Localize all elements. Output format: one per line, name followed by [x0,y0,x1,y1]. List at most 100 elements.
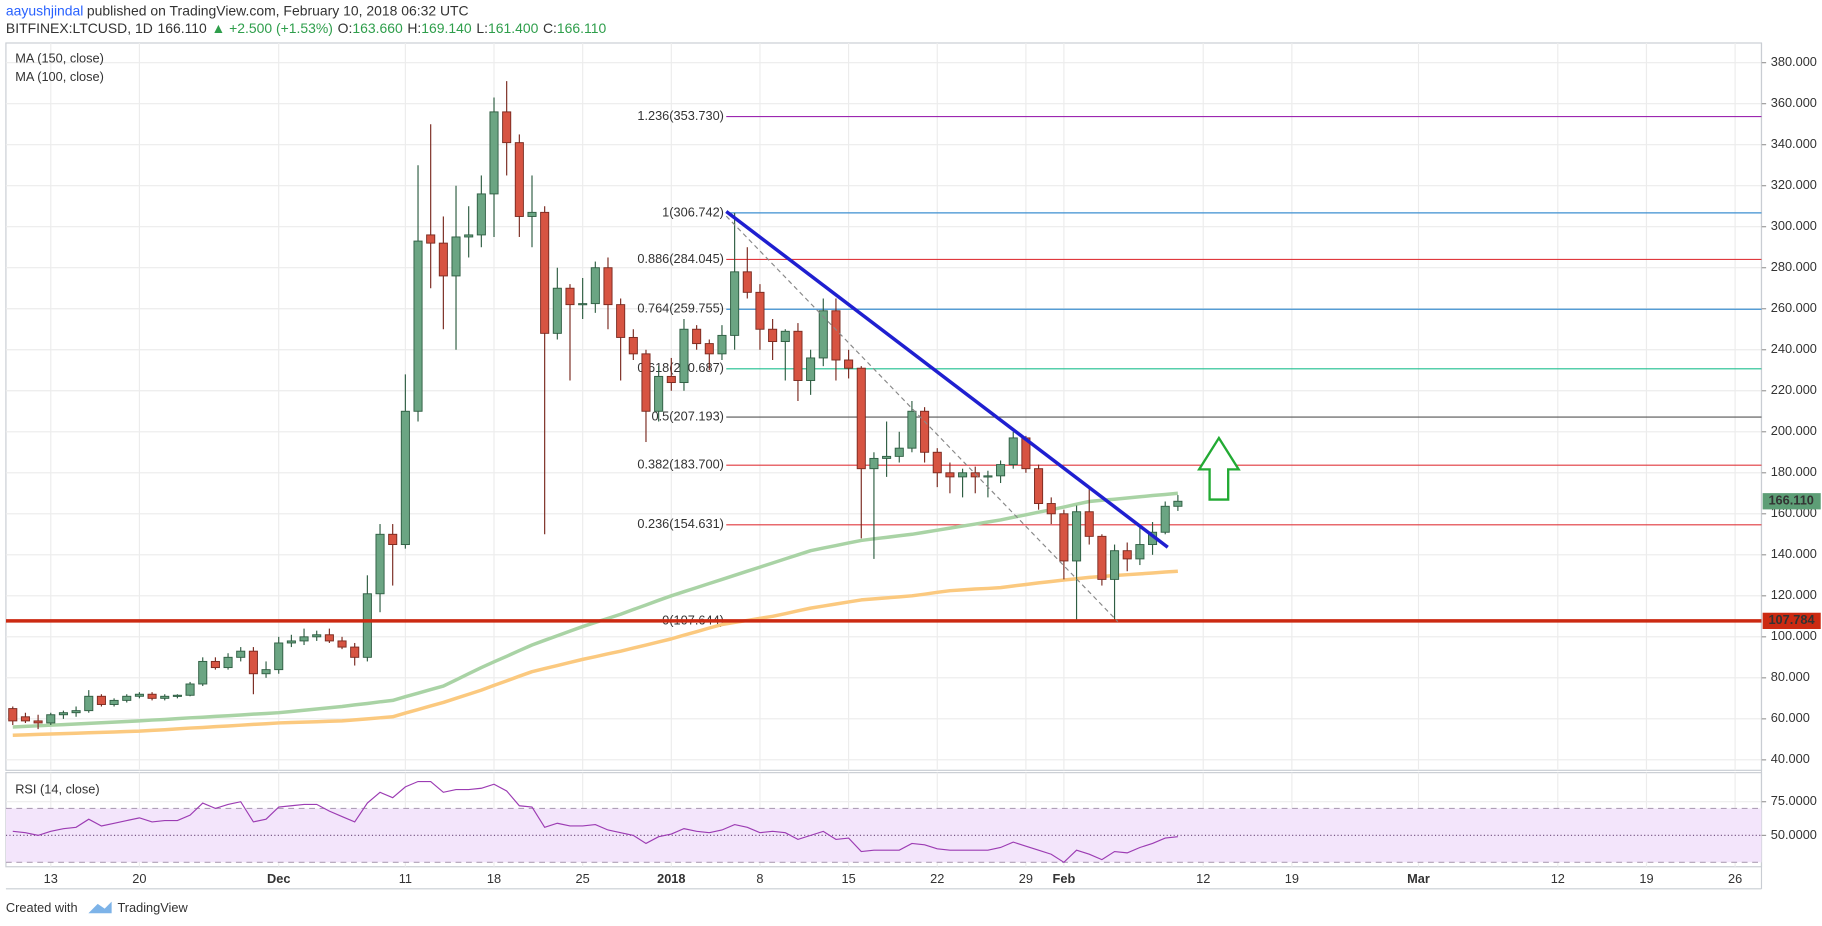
y-tick-label: 200.000 [1771,423,1817,438]
symbol-line: BITFINEX:LTCUSD, 1D 166.110 ▲ +2.500 (+1.5… [6,20,607,36]
candle-body [362,593,372,658]
symbol: BITFINEX:LTCUSD, 1D [6,20,153,36]
candle-body [704,343,714,355]
y-tick-label: 340.000 [1771,136,1817,151]
candle-body [514,142,524,217]
candle-body [970,472,980,478]
candle-body [806,357,816,381]
rsi-plot [5,780,1762,864]
candle-body [337,640,347,648]
logo [88,901,112,914]
candle-body [831,310,841,361]
price-tag-label: 166.110 [1768,493,1813,508]
candle-body [426,234,436,244]
candle-body [160,695,170,699]
ohlc-label: O: [338,20,353,36]
candle-body [210,660,220,669]
dashed-trend [725,215,1119,622]
header-line: aayushjindal published on TradingView.com… [6,2,469,18]
y-tick-label: 380.000 [1771,54,1817,69]
x-tick-label: 19 [1639,871,1653,886]
candle-body [603,267,613,306]
candle-body [375,533,385,595]
candle-body [818,310,828,359]
candle-body [692,328,702,345]
trend-line [725,210,1169,549]
candle-body [1097,535,1107,580]
ohlc-value: 161.400 [488,20,539,36]
ohlc-value: 169.140 [421,20,472,36]
x-tick-label: Mar [1407,871,1430,886]
ohlc-label: H: [407,20,421,36]
candle-body [476,193,486,236]
candle-body [552,287,562,334]
ohlc-value: 166.110 [557,20,607,36]
candle-body [1046,503,1056,515]
candle-body [945,472,955,478]
candle-body [286,640,296,644]
candle-body [641,353,651,412]
candle-body [894,447,904,457]
candle-body [590,267,600,305]
x-tick-label: 18 [487,871,501,886]
candle-body [324,634,334,642]
candle-body [96,695,106,705]
candle-body [8,708,18,722]
candle-body [1008,437,1018,466]
candle-body [185,683,195,696]
fib-label: 0.236(154.631) [637,516,724,531]
fib-label: 1.236(353.730) [637,108,724,123]
candle-body [654,375,664,412]
price-pane [5,42,1763,771]
candle-body [198,660,208,685]
x-tick-label: 29 [1019,871,1033,886]
y-tick-label: 320.000 [1771,177,1817,192]
author[interactable]: aayushjindal [6,2,84,18]
change: ▲ +2.500 (+1.53%) [211,20,332,36]
candle-body [109,699,119,705]
candle-body [122,695,132,701]
y-tick-label: 180.000 [1771,464,1817,479]
y-tick-label: 260.000 [1771,300,1817,315]
y-tick-label: 75.0000 [1771,793,1817,808]
candle-body [578,303,588,306]
y-tick-label: 220.000 [1771,382,1817,397]
y-tick-label: 240.000 [1771,341,1817,356]
y-tick-label: 300.000 [1771,218,1817,233]
candle-body [679,328,689,384]
y-tick-label: 280.000 [1771,259,1817,274]
candle-body [312,634,322,638]
logo-icon [88,901,112,914]
candle-body [1173,500,1183,507]
x-tick-label: 25 [576,871,590,886]
candle-body [413,240,423,412]
candle-body [236,650,246,658]
x-tick-label: 12 [1551,871,1565,886]
candle-body [527,211,537,217]
x-tick-label: 11 [399,871,412,886]
candle-body [844,359,854,369]
ohlc-value: 163.660 [352,20,403,36]
published: published on TradingView.com, February 1… [87,2,469,18]
fib-label: 0.5(207.193) [652,408,724,423]
candle-body [223,656,233,669]
up-arrow [1197,435,1241,501]
footer-brand[interactable]: TradingView [117,900,188,915]
candle-body [84,695,94,712]
y-tick-label: 360.000 [1771,95,1817,110]
x-tick-label: 2018 [657,871,685,886]
candle-body [1072,511,1082,562]
candle-body [388,533,398,546]
price-tag-label: 107.784 [1768,612,1815,627]
fib-label: 0.382(183.700) [637,457,724,472]
candle-body [628,336,638,355]
fib-label: 0.886(284.045) [637,251,724,266]
x-tick-label: 15 [842,871,856,886]
y-tick-label: 100.000 [1771,628,1817,643]
candle-body [958,472,968,478]
candle-body [755,291,765,330]
legend-entry: MA (100, close) [15,69,104,84]
candle-body [540,211,550,334]
fib-label: 1(306.742) [662,204,724,219]
candle-body [464,234,474,238]
